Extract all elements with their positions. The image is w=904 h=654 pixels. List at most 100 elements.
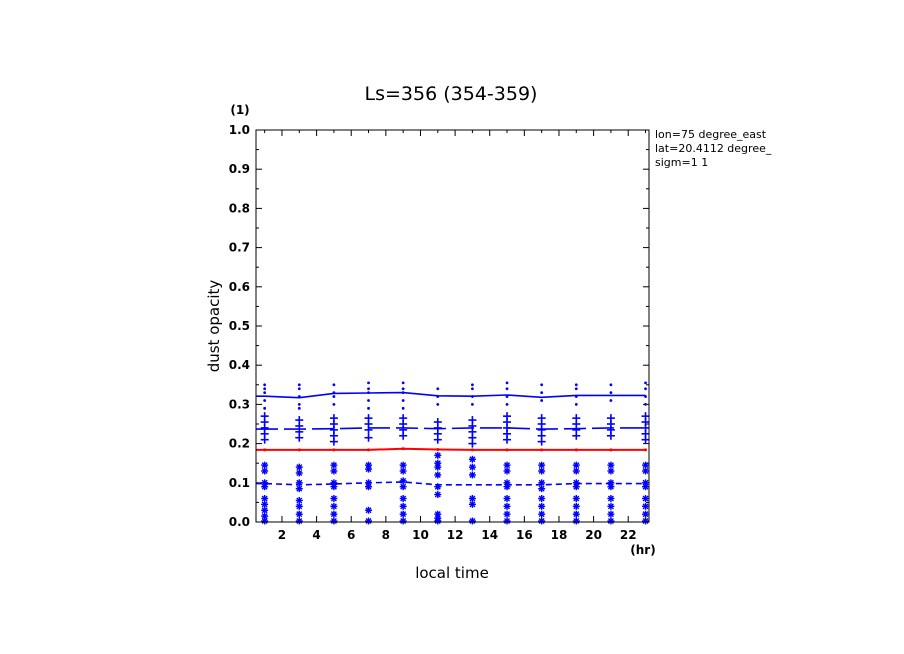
scatter-point bbox=[607, 461, 615, 469]
scatter-point bbox=[297, 403, 301, 406]
y-tick-label: 0.2 bbox=[229, 437, 250, 451]
series-point bbox=[332, 448, 336, 452]
scatter-point bbox=[367, 387, 370, 391]
x-tick-label: 22 bbox=[620, 528, 637, 542]
scatter-point bbox=[644, 381, 647, 385]
x-tick-label: 18 bbox=[551, 528, 568, 542]
y-tick-label: 0.6 bbox=[229, 280, 250, 294]
x-tick-label: 20 bbox=[585, 528, 602, 542]
scatter-point bbox=[329, 437, 338, 446]
scatter-point bbox=[401, 381, 405, 385]
plot-frame bbox=[255, 129, 650, 523]
x-tick-label: 4 bbox=[312, 528, 320, 542]
x-tick-label: 2 bbox=[278, 528, 286, 542]
scatter-point bbox=[503, 435, 512, 444]
info-sigma: sigm=1 1 bbox=[655, 156, 708, 169]
scatter-point bbox=[471, 403, 474, 406]
scatter-point bbox=[330, 467, 338, 475]
scatter-point bbox=[261, 467, 269, 475]
scatter-point bbox=[433, 435, 442, 444]
scatter-point bbox=[468, 494, 476, 502]
series-point bbox=[540, 448, 544, 452]
scatter-point bbox=[538, 510, 546, 518]
scatter-point bbox=[399, 502, 407, 510]
scatter-point bbox=[503, 510, 511, 518]
series-point bbox=[609, 448, 613, 452]
scatter-point bbox=[295, 510, 303, 518]
scatter-point bbox=[261, 506, 269, 514]
scatter-point bbox=[365, 483, 373, 491]
scatter-point bbox=[642, 510, 650, 518]
scatter-point bbox=[503, 467, 511, 475]
series-point bbox=[470, 448, 474, 452]
scatter-point bbox=[399, 461, 407, 469]
scatter-point bbox=[537, 437, 546, 446]
scatter-point bbox=[468, 455, 476, 463]
scatter-point bbox=[574, 387, 578, 391]
scatter-point bbox=[471, 383, 474, 387]
scatter-point bbox=[401, 399, 405, 402]
scatter-point bbox=[574, 403, 578, 406]
scatter-point bbox=[434, 451, 442, 459]
scatter-point bbox=[263, 383, 267, 387]
scatter-point bbox=[261, 483, 269, 491]
scatter-point bbox=[540, 399, 544, 402]
series-point bbox=[505, 448, 509, 452]
scatter-point bbox=[607, 510, 615, 518]
series-point bbox=[436, 447, 440, 451]
y-tick-label: 0.8 bbox=[229, 201, 250, 215]
scatter-point bbox=[572, 494, 580, 502]
scatter-point bbox=[503, 494, 511, 502]
series-line bbox=[256, 427, 646, 430]
scatter-point bbox=[401, 387, 405, 391]
scatter-point bbox=[574, 383, 578, 387]
chart-title: Ls=356 (354-359) bbox=[365, 83, 538, 105]
scatter-point bbox=[538, 461, 546, 469]
scatter-point bbox=[263, 387, 267, 391]
y-tick-label: 0.4 bbox=[229, 358, 250, 372]
scatter-point bbox=[330, 510, 338, 518]
scatter-point bbox=[436, 403, 440, 406]
scatter-point bbox=[263, 399, 267, 402]
y-tick-label: 0.9 bbox=[229, 162, 250, 176]
scatter-point bbox=[367, 381, 370, 385]
scatter-point bbox=[644, 387, 647, 391]
scatter-point bbox=[295, 502, 303, 510]
scatter-point bbox=[609, 391, 613, 395]
scatter-point bbox=[609, 383, 613, 387]
scatter-point bbox=[330, 494, 338, 502]
scatter-point bbox=[468, 517, 476, 525]
scatter-point bbox=[365, 517, 373, 525]
scatter-point bbox=[572, 467, 580, 475]
scatter-point bbox=[538, 517, 546, 525]
series-point bbox=[401, 447, 405, 451]
scatter-point bbox=[505, 381, 509, 385]
scatter-point bbox=[505, 387, 509, 391]
scatter-point bbox=[332, 395, 336, 398]
scatter-point bbox=[609, 399, 613, 402]
scatter-point bbox=[261, 517, 269, 525]
scatter-point bbox=[332, 403, 336, 406]
info-lon: lon=75 degree_east bbox=[655, 128, 767, 141]
scatter-point bbox=[468, 439, 477, 448]
scatter-point bbox=[642, 483, 650, 491]
scatter-point bbox=[330, 502, 338, 510]
scatter-point bbox=[436, 387, 440, 391]
scatter-point bbox=[505, 395, 509, 398]
scatter-point bbox=[572, 517, 580, 525]
scatter-point bbox=[295, 469, 303, 477]
x-tick-label: 6 bbox=[347, 528, 355, 542]
scatter-point bbox=[607, 494, 615, 502]
scatter-point bbox=[261, 500, 269, 508]
scatter-point bbox=[261, 461, 269, 469]
x-tick-label: 12 bbox=[447, 528, 464, 542]
scatter-point bbox=[468, 463, 476, 471]
scatter-point bbox=[332, 383, 336, 387]
scatter-point bbox=[538, 467, 546, 475]
series-point bbox=[574, 448, 578, 452]
scatter-point bbox=[471, 387, 474, 391]
data-layer bbox=[256, 381, 650, 525]
scatter-point bbox=[263, 406, 267, 410]
scatter-point bbox=[401, 406, 405, 410]
scatter-point bbox=[263, 391, 267, 395]
